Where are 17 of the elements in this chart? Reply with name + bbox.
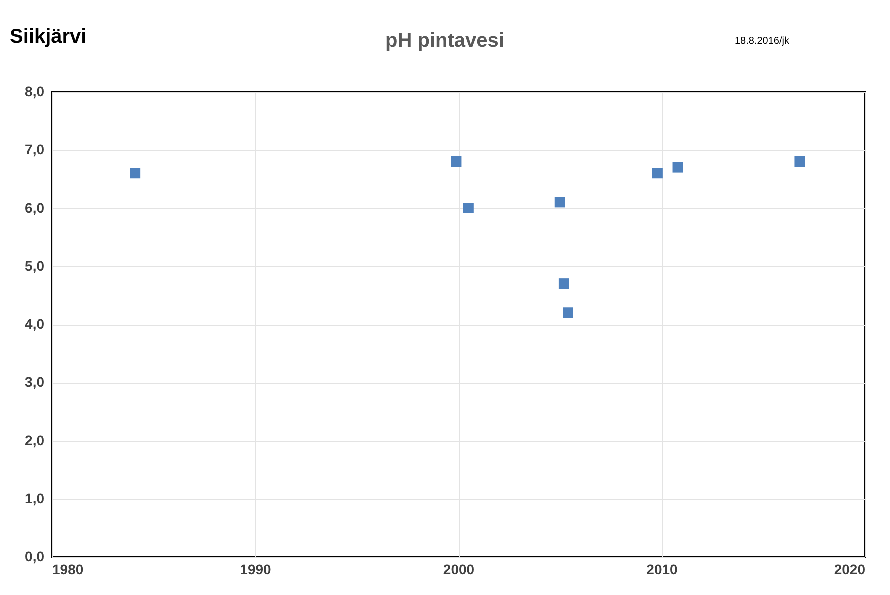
x-tick-label: 1980 — [52, 562, 84, 578]
y-tick-label: 5,0 — [25, 258, 45, 274]
y-tick-label: 8,0 — [25, 84, 45, 100]
x-tick-label: 2010 — [646, 562, 678, 578]
text: 18.8.2016/jk — [735, 36, 790, 47]
x-tick-label: 2020 — [834, 562, 866, 578]
y-tick-label: 4,0 — [25, 316, 45, 332]
x-tick-label: 1990 — [240, 562, 272, 578]
y-tick-label: 7,0 — [25, 142, 45, 158]
x-tick-label: 2000 — [443, 562, 475, 578]
y-tick-label: 2,0 — [25, 432, 45, 448]
y-tick-label: 0,0 — [25, 548, 45, 564]
y-tick-label: 1,0 — [25, 490, 45, 506]
y-tick-label: 3,0 — [25, 374, 45, 390]
chart-title: pH pintavesi — [386, 30, 504, 52]
text: Siikjärvi — [10, 26, 87, 49]
y-tick-label: 6,0 — [25, 200, 45, 216]
